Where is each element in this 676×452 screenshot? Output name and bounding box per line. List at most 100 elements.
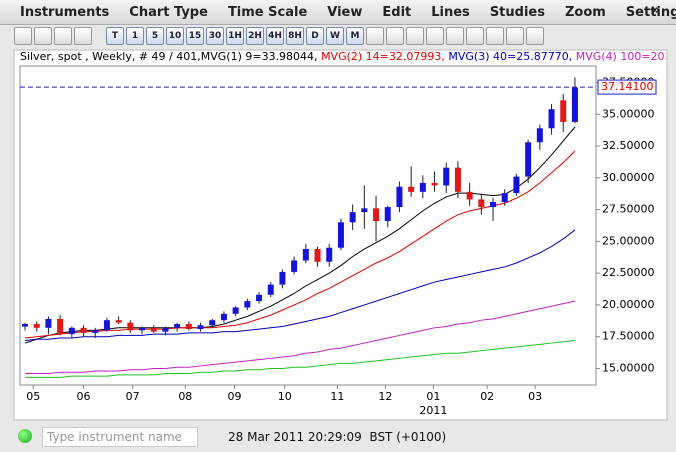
candle-body (279, 271, 286, 285)
x-tick-label: 07 (126, 390, 140, 403)
legend-entry: MVG(1) 9=33.98044, (201, 50, 318, 63)
timescale-button[interactable]: 2H (246, 27, 264, 45)
candle-body (466, 191, 473, 200)
candle-body (162, 327, 169, 332)
candle-body (349, 212, 356, 223)
menu-item[interactable]: Settings (625, 4, 676, 20)
timescale-button[interactable]: 4H (266, 27, 284, 45)
candle-body (244, 301, 251, 308)
candle-body (174, 323, 181, 328)
candle-body (185, 323, 192, 330)
candle-body (80, 327, 87, 333)
menu-bar: Instruments Chart Type Time Scale View Edit L… (0, 0, 676, 25)
candle-body (92, 330, 99, 333)
x-tick-label: 01 (426, 390, 440, 403)
candle-body (150, 327, 157, 332)
timescale-button[interactable]: 1H (226, 27, 244, 45)
timescale-button[interactable]: 1 (126, 27, 144, 45)
status-icon (18, 429, 32, 443)
header-text: Silver, spot , Weekly, # 49 / 401, (20, 50, 201, 63)
timescale-button[interactable]: 5 (146, 27, 164, 45)
timescale-button[interactable]: 30 (206, 27, 224, 45)
moving-average-line (24, 126, 576, 344)
tool-icon[interactable] (426, 27, 444, 45)
more-button[interactable]: » (651, 3, 660, 18)
candle-body (419, 182, 426, 192)
tool-icon[interactable] (446, 27, 464, 45)
x-tick-label: 08 (178, 390, 192, 403)
x-tick-label: 02 (480, 390, 494, 403)
timescale-button[interactable]: D (306, 27, 324, 45)
tool-icon[interactable] (506, 27, 524, 45)
candle-body (536, 128, 543, 143)
candle-body (431, 182, 438, 186)
x-tick-label: 11 (330, 390, 344, 403)
tool-icon[interactable] (526, 27, 544, 45)
moving-average-line (25, 300, 576, 375)
candle-body (127, 322, 134, 331)
menu-item[interactable]: Lines (431, 4, 470, 20)
timescale-button[interactable]: 8H (286, 27, 304, 45)
candle-body (256, 294, 263, 302)
moving-average-line (25, 340, 575, 378)
tool-icon[interactable] (14, 27, 32, 45)
menu-item[interactable]: Studies (489, 4, 545, 20)
candle-body (115, 320, 122, 323)
y-tick-label: 15.00000 (602, 361, 655, 374)
chart: Silver, spot , Weekly, # 49 / 401,MVG(1)… (13, 49, 676, 421)
legend-entry: MVG(3) 40=25.87770, (448, 50, 572, 63)
candle-body (139, 327, 146, 331)
menu-item[interactable]: Instruments (20, 4, 110, 20)
tool-icon[interactable] (486, 27, 504, 45)
candle-body (454, 167, 461, 192)
x-tick-label: 10 (278, 390, 292, 403)
candle-body (22, 323, 29, 327)
menu-item[interactable]: View (327, 4, 363, 20)
menu-item[interactable]: Chart Type (129, 4, 208, 20)
x-tick-label: 03 (528, 390, 542, 403)
tool-icon[interactable] (54, 27, 72, 45)
candle-body (373, 208, 380, 222)
menu-item[interactable]: Time Scale (227, 4, 308, 20)
candle-body (57, 318, 64, 335)
candle-body (68, 327, 75, 335)
timescale-button[interactable]: W (326, 27, 344, 45)
search-input[interactable]: Type instrument name (42, 427, 198, 447)
candle-body (408, 186, 415, 192)
candle-body (337, 222, 344, 248)
y-tick-label: 22.50000 (602, 266, 655, 279)
status-bar: Type instrument name 28 Mar 2011 20:29:0… (14, 425, 666, 449)
tool-icon[interactable] (386, 27, 404, 45)
tool-icon[interactable] (34, 27, 52, 45)
y-tick-label: 30.00000 (602, 171, 655, 184)
candle-body (548, 109, 555, 129)
y-tick-label: 20.00000 (602, 298, 655, 311)
candle-body (267, 284, 274, 295)
tool-icon[interactable] (466, 27, 484, 45)
timescale-button[interactable]: 15 (186, 27, 204, 45)
menu-item[interactable]: Zoom (564, 4, 606, 20)
candle-body (384, 207, 391, 222)
tool-icon[interactable] (74, 27, 92, 45)
tool-icon[interactable] (366, 27, 384, 45)
candle-body (326, 247, 333, 262)
timescale-button[interactable]: M (346, 27, 364, 45)
price-label-box (597, 79, 657, 95)
candle-body (501, 193, 508, 202)
candle-body (525, 142, 532, 177)
candle-body (443, 167, 450, 186)
x-tick-label: 06 (77, 390, 91, 403)
year-label: 2011 (419, 404, 447, 417)
candle-body (571, 87, 578, 122)
candle-body (45, 318, 52, 328)
moving-average-line (24, 150, 576, 339)
timescale-button[interactable]: T (106, 27, 124, 45)
chart-header: Silver, spot , Weekly, # 49 / 401,MVG(1)… (20, 50, 676, 63)
y-tick-label: 17.50000 (602, 330, 655, 343)
timescale-button[interactable]: 10 (166, 27, 184, 45)
tool-icon[interactable] (406, 27, 424, 45)
candle-body (291, 260, 298, 272)
menu-item[interactable]: Edit (382, 4, 412, 20)
candle-body (314, 249, 321, 262)
